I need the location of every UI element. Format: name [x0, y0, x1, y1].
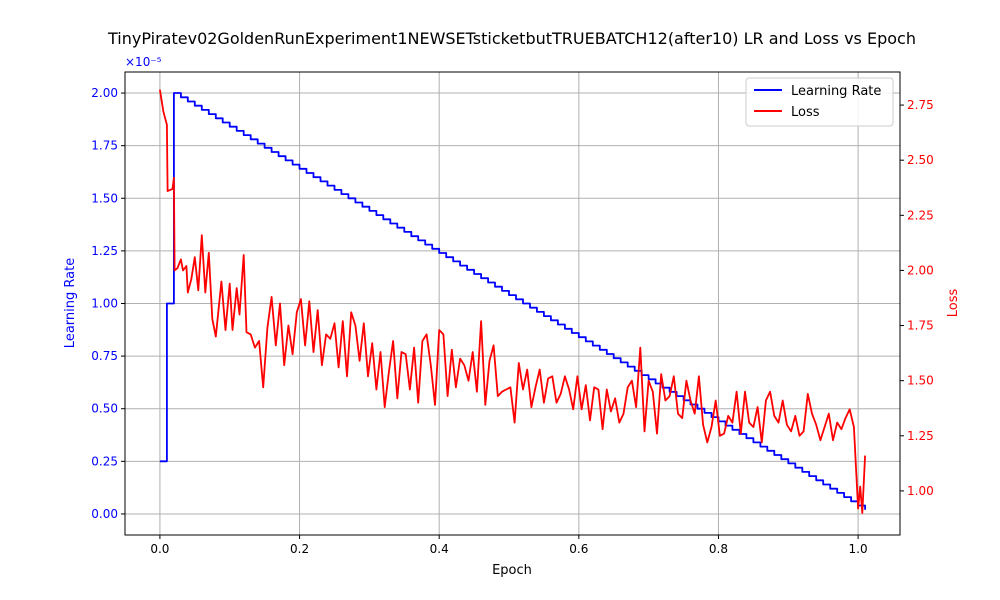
right-axis-ticks: 1.00 1.25 1.50 1.75 2.00 2.25 2.50 2.75	[900, 98, 934, 498]
left-axis-label: Learning Rate	[63, 258, 78, 348]
right-tick-label: 2.25	[907, 208, 934, 222]
right-tick-label: 2.50	[907, 153, 934, 167]
series-lines	[159, 89, 866, 514]
left-axis-ticks: 0.00 0.25 0.50 0.75 1.00 1.25 1.50 1.75 2.00	[91, 86, 125, 521]
right-tick-label: 1.75	[907, 319, 934, 333]
x-tick-label: 0.6	[569, 542, 588, 556]
right-tick-label: 2.00	[907, 263, 934, 277]
legend-box	[745, 77, 894, 127]
legend-label-loss: Loss	[791, 105, 820, 120]
left-axis-scale-label: ×10⁻⁵	[125, 55, 162, 69]
chart-title: TinyPiratev02GoldenRunExperiment1NEWSETs…	[107, 29, 916, 48]
right-tick-label: 1.25	[907, 429, 934, 443]
right-tick-label: 1.50	[907, 374, 934, 388]
x-tick-label: 0.4	[430, 542, 449, 556]
left-tick-label: 2.00	[91, 86, 118, 100]
learning-rate-series-line	[159, 92, 866, 510]
loss-series-line	[159, 89, 866, 514]
left-tick-label: 1.50	[91, 191, 118, 205]
right-tick-label: 1.00	[907, 484, 934, 498]
left-tick-label: 0.00	[91, 507, 118, 521]
x-tick-label: 0.0	[150, 542, 169, 556]
legend: Learning Rate Loss	[745, 77, 894, 127]
x-tick-label: 0.2	[290, 542, 309, 556]
left-tick-label: 1.75	[91, 139, 118, 153]
x-tick-label: 1.0	[849, 542, 868, 556]
left-tick-label: 0.25	[91, 454, 118, 468]
x-axis-ticks: 0.0 0.2 0.4 0.6 0.8 1.0	[150, 535, 868, 556]
left-tick-label: 1.25	[91, 244, 118, 258]
right-axis-label: Loss	[946, 289, 961, 318]
grid-lines	[125, 72, 900, 535]
x-tick-label: 0.8	[709, 542, 728, 556]
left-tick-label: 1.00	[91, 297, 118, 311]
x-axis-label: Epoch	[492, 563, 532, 578]
legend-label-learning-rate: Learning Rate	[791, 84, 881, 99]
left-tick-label: 0.75	[91, 349, 118, 363]
left-tick-label: 0.50	[91, 402, 118, 416]
right-tick-label: 2.75	[907, 98, 934, 112]
